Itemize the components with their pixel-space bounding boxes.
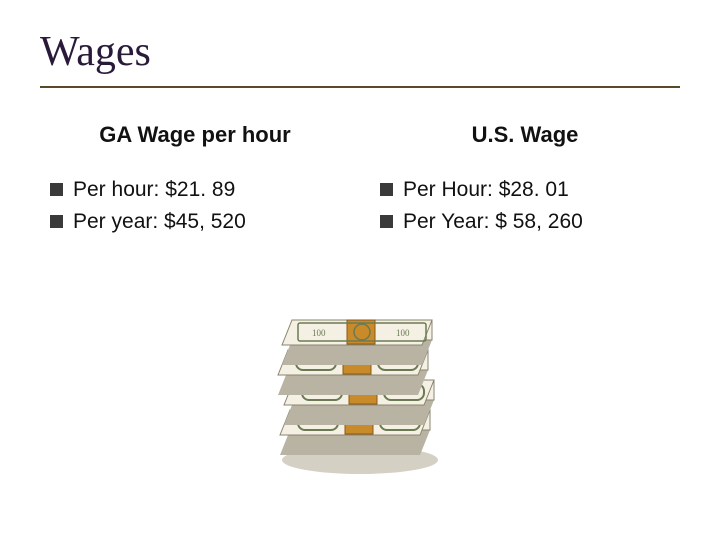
bullet-text: Per year: $45, 520	[73, 210, 246, 234]
svg-text:100: 100	[312, 328, 326, 338]
right-column: U.S. Wage Per Hour: $28. 01 Per Year: $ …	[370, 122, 680, 242]
money-stack-image: 100 100	[260, 300, 460, 480]
right-column-heading: U.S. Wage	[370, 122, 680, 148]
square-bullet-icon	[50, 215, 63, 228]
cash-stack-icon: 100 100	[260, 300, 460, 480]
svg-text:100: 100	[396, 328, 410, 338]
list-item: Per year: $45, 520	[50, 210, 350, 234]
square-bullet-icon	[380, 215, 393, 228]
bullet-text: Per Hour: $28. 01	[403, 178, 569, 202]
content-columns: GA Wage per hour Per hour: $21. 89 Per y…	[40, 122, 680, 242]
right-bullet-list: Per Hour: $28. 01 Per Year: $ 58, 260	[370, 178, 680, 234]
left-column: GA Wage per hour Per hour: $21. 89 Per y…	[40, 122, 350, 242]
title-underline	[40, 86, 680, 88]
left-column-heading: GA Wage per hour	[40, 122, 350, 148]
square-bullet-icon	[50, 183, 63, 196]
list-item: Per hour: $21. 89	[50, 178, 350, 202]
list-item: Per Hour: $28. 01	[380, 178, 680, 202]
slide-title: Wages	[40, 28, 680, 76]
square-bullet-icon	[380, 183, 393, 196]
bullet-text: Per hour: $21. 89	[73, 178, 235, 202]
bullet-text: Per Year: $ 58, 260	[403, 210, 583, 234]
list-item: Per Year: $ 58, 260	[380, 210, 680, 234]
left-bullet-list: Per hour: $21. 89 Per year: $45, 520	[40, 178, 350, 234]
